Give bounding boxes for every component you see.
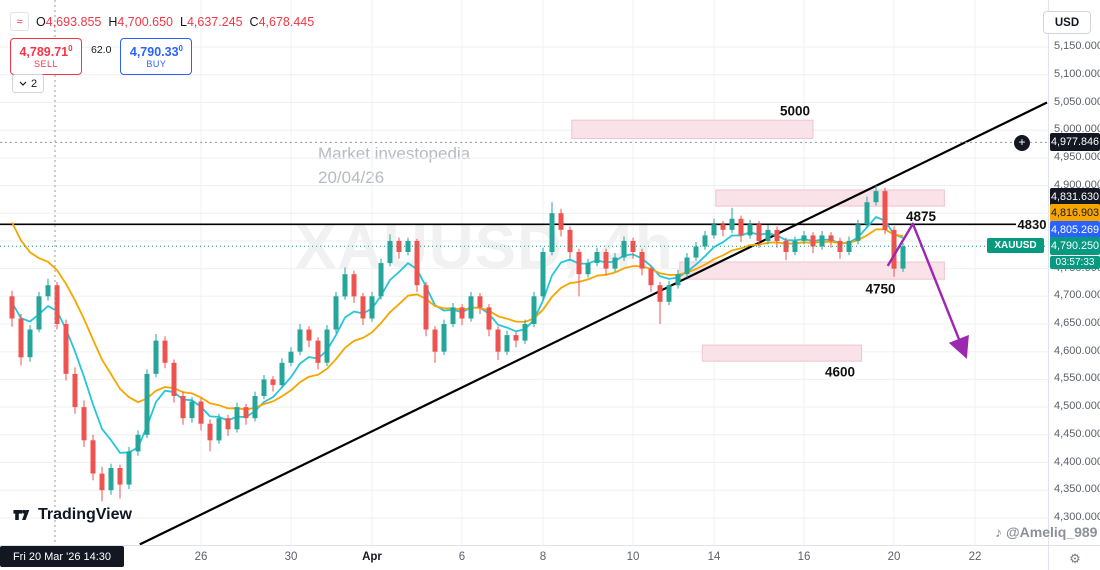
sell-label: SELL xyxy=(33,59,59,70)
ohlc-low-value: 4,637.245 xyxy=(186,14,243,29)
price-tick: 4,650.000 xyxy=(1054,317,1100,329)
objects-count: 2 xyxy=(31,77,38,90)
ohlc-low-label: L xyxy=(179,14,187,29)
time-tick: 30 xyxy=(284,551,298,563)
time-tick: 8 xyxy=(539,551,547,563)
price-badge: 4,831.630 xyxy=(1050,187,1100,206)
price-tick: 4,900.000 xyxy=(1054,178,1100,191)
currency-toggle-button[interactable]: USD xyxy=(1043,11,1091,34)
buy-price: 4,790.330 xyxy=(129,43,183,59)
svg-text:4830: 4830 xyxy=(1018,217,1047,232)
buy-label: BUY xyxy=(146,59,167,70)
symbol-price-tag: XAUUSD xyxy=(987,238,1044,254)
scale-settings-corner[interactable]: ⚙ xyxy=(1048,545,1100,570)
time-tick: Apr xyxy=(362,551,382,563)
svg-text:4600: 4600 xyxy=(825,365,855,380)
note-icon: ♪ xyxy=(995,524,1002,540)
candles-layer xyxy=(9,185,906,502)
ohlc-high-label: H xyxy=(108,14,118,29)
author-credit-text: @Ameliq_989 xyxy=(1006,524,1098,540)
svg-text:4875: 4875 xyxy=(906,209,937,224)
ohlc-high: H4,700.650 xyxy=(108,15,173,29)
price-tick: 4,400.000 xyxy=(1054,455,1100,468)
tradingview-logo-text: TradingView xyxy=(38,506,132,523)
sell-button[interactable]: 4,789.710 SELL xyxy=(10,38,82,75)
tradingview-logo[interactable]: TradingView xyxy=(12,505,132,525)
sell-price: 4,789.710 xyxy=(19,43,73,59)
author-credit: ♪ @Ameliq_989 xyxy=(995,524,1097,540)
chevron-down-icon xyxy=(19,81,27,86)
price-tick: 4,500.000 xyxy=(1054,400,1100,413)
time-tick: 16 xyxy=(797,551,811,563)
price-scale[interactable]: 5,150.000 5,100.000 5,050.000 5,000.000 4,95… xyxy=(1048,0,1100,545)
ohlc-legend: ≈ O4,693.855 H4,700.650 L4,637.245 C4,67… xyxy=(10,12,314,31)
time-tick: 6 xyxy=(458,551,466,563)
channel-watermark-line2: 20/04/26 xyxy=(318,167,385,187)
price-badge: 4,816.903 xyxy=(1050,204,1100,223)
candle-countdown-badge: 03:57:33 xyxy=(1050,255,1100,269)
ohlc-open-value: 4,693.855 xyxy=(45,14,102,29)
price-badge: 4,977.846 xyxy=(1050,133,1100,152)
svg-text:5000: 5000 xyxy=(780,103,810,118)
ohlc-close-label: C xyxy=(249,14,259,29)
price-tick: 4,550.000 xyxy=(1054,372,1100,385)
price-tick: 5,050.000 xyxy=(1054,95,1100,108)
ohlc-open-label: O xyxy=(36,14,46,29)
price-tick: 5,100.000 xyxy=(1054,67,1100,80)
chart-canvas[interactable]: 4830 5000 4875 4750 4600 xyxy=(0,0,1048,545)
buy-button[interactable]: 4,790.330 BUY xyxy=(120,38,193,75)
time-axis[interactable]: 26 30 Apr 6 8 10 14 16 20 22 xyxy=(0,545,1048,570)
crosshair-time-badge: Fri 20 Mar '26 14:30 xyxy=(0,546,124,567)
time-tick: 10 xyxy=(626,551,640,563)
ohlc-open: O4,693.855 xyxy=(36,15,101,29)
add-alert-plus-icon[interactable]: + xyxy=(1014,135,1030,151)
objects-collapse-button[interactable]: 2 xyxy=(12,74,45,93)
ohlc-low: L4,637.245 xyxy=(180,15,243,29)
trade-widget: 4,789.710 SELL 62.0 4,790.330 BUY xyxy=(10,38,193,75)
ohlc-close-value: 4,678.445 xyxy=(258,14,315,29)
spread-value: 62.0 xyxy=(91,44,112,56)
time-tick: 26 xyxy=(194,551,208,563)
ohlc-close: C4,678.445 xyxy=(250,15,315,29)
tradingview-logo-icon xyxy=(13,509,30,520)
symbol-icon[interactable]: ≈ xyxy=(10,12,29,31)
price-tick: 4,700.000 xyxy=(1054,289,1100,302)
time-tick: 22 xyxy=(968,551,982,563)
price-tick: 4,950.000 xyxy=(1054,150,1100,163)
price-tick: 4,450.000 xyxy=(1054,427,1100,440)
price-badge: 4,790.250 xyxy=(1050,237,1100,256)
gear-icon[interactable]: ⚙ xyxy=(1069,550,1081,566)
price-tick: 5,150.000 xyxy=(1054,40,1100,53)
price-tick: 4,600.000 xyxy=(1054,344,1100,357)
svg-text:4750: 4750 xyxy=(865,282,895,297)
price-tick: 4,300.000 xyxy=(1054,510,1100,523)
time-tick: 14 xyxy=(707,551,721,563)
price-tick: 5,000.000 xyxy=(1054,123,1100,136)
price-badge: 4,805.269 xyxy=(1050,220,1100,239)
time-tick: 20 xyxy=(887,551,901,563)
price-tick: 4,350.000 xyxy=(1054,483,1100,496)
ohlc-high-value: 4,700.650 xyxy=(117,14,173,29)
